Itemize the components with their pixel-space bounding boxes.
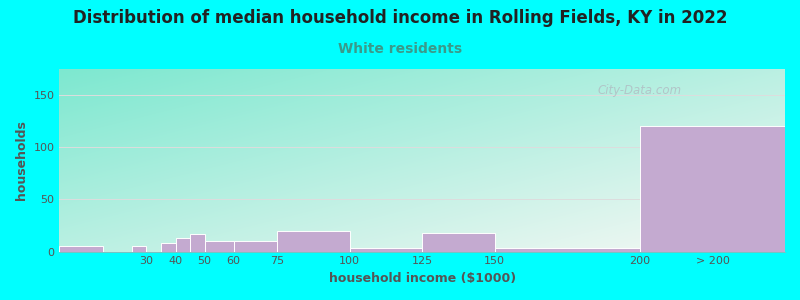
Bar — [175, 238, 190, 252]
X-axis label: household income ($1000): household income ($1000) — [329, 272, 516, 285]
Bar — [234, 241, 277, 252]
Bar — [205, 241, 234, 252]
Text: Distribution of median household income in Rolling Fields, KY in 2022: Distribution of median household income … — [73, 9, 727, 27]
Bar — [190, 234, 205, 252]
Bar — [277, 231, 350, 252]
Y-axis label: households: households — [15, 120, 28, 200]
Bar — [494, 248, 640, 252]
Text: White residents: White residents — [338, 42, 462, 56]
Bar — [132, 246, 146, 252]
Bar — [59, 246, 103, 252]
Bar — [350, 248, 422, 252]
Bar — [161, 243, 175, 252]
Bar — [422, 233, 494, 252]
Text: City-Data.com: City-Data.com — [598, 84, 682, 98]
Bar — [640, 126, 785, 252]
